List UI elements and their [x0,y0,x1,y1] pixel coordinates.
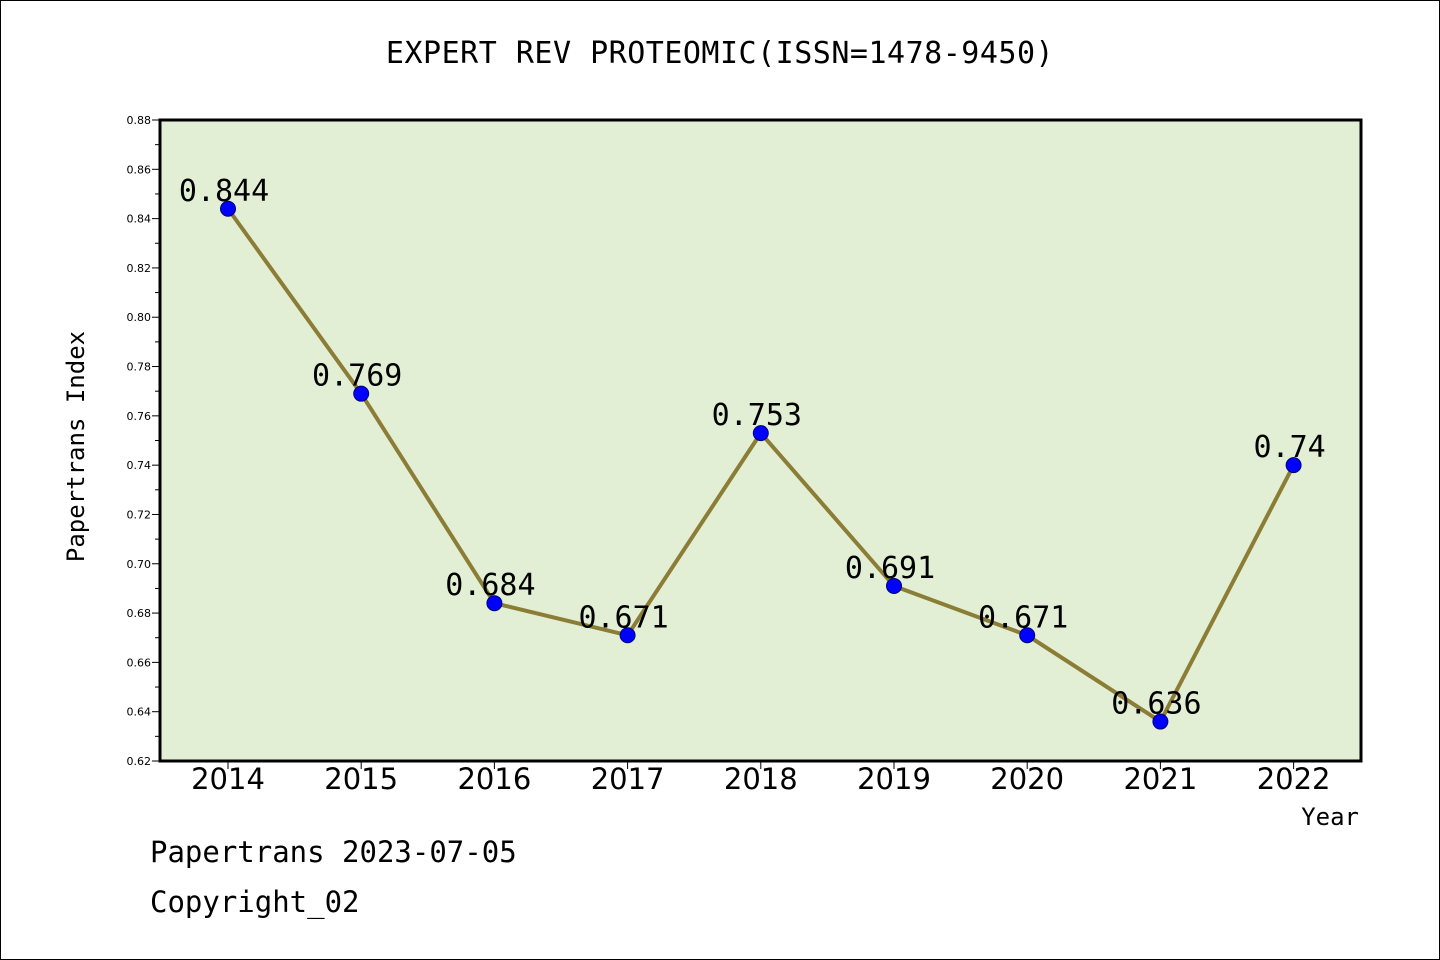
y-tick-label: 0.66 [127,656,152,669]
data-point [752,425,769,442]
y-tick-label: 0.68 [127,607,152,620]
data-point [1019,627,1036,644]
data-label: 0.844 [179,174,269,209]
x-tick-label: 2015 [324,762,398,796]
data-label: 0.74 [1253,430,1325,465]
y-tick-label: 0.64 [127,706,152,719]
y-tick-label: 0.62 [127,755,152,768]
data-label: 0.753 [712,398,802,433]
x-tick-label: 2021 [1123,762,1197,796]
x-tick-label: 2016 [457,762,531,796]
x-tick-label: 2018 [724,762,798,796]
chart-title: EXPERT REV PROTEOMIC(ISSN=1478-9450) [385,36,1055,71]
data-point [220,200,236,217]
data-label: 0.671 [978,600,1068,635]
x-tick-label: 2020 [990,762,1064,796]
data-point [486,595,503,612]
y-tick-label: 0.86 [127,163,152,176]
y-axis-title: Papertrans Index [62,331,90,562]
data-label: 0.636 [1111,687,1201,722]
y-tick-label: 0.76 [127,410,152,423]
x-tick-label: 2017 [591,762,665,796]
y-tick-label: 0.88 [127,114,152,127]
x-axis-title: Year [1301,803,1359,831]
x-tick-label: 2022 [1257,762,1331,796]
plot-border [158,118,1363,763]
y-tick-label: 0.70 [127,558,152,571]
y-axis: 0.62 0.64 0.66 0.68 0.70 0.72 0.74 0.76 0.78 0.80… [127,114,160,768]
x-tick-label: 2014 [191,762,265,796]
y-tick-label: 0.74 [127,459,152,472]
data-label: 0.671 [578,600,668,635]
x-tick-label: 2019 [857,762,931,796]
data-label: 0.684 [445,568,535,603]
data-label: 0.691 [845,551,935,586]
y-tick-label: 0.78 [127,361,152,374]
data-point [619,627,636,644]
y-tick-label: 0.84 [127,213,152,226]
footer-date: Papertrans 2023-07-05 [150,835,517,869]
data-point [1285,457,1302,474]
y-tick-label: 0.72 [127,508,152,521]
data-labels: 0.844 0.769 0.684 0.671 0.753 0.691 0.671 0.636… [179,174,1326,722]
data-point [1152,713,1169,730]
footer-copyright: Copyright_02 [150,885,360,919]
data-point [353,385,370,402]
data-point [886,577,902,594]
y-tick-label: 0.82 [127,262,152,275]
y-tick-label: 0.80 [127,311,152,324]
x-axis: 2014 2015 2016 2017 2018 2019 2020 2021 2022 [191,761,1331,796]
series-layer [220,200,1302,730]
data-label: 0.769 [312,359,402,394]
